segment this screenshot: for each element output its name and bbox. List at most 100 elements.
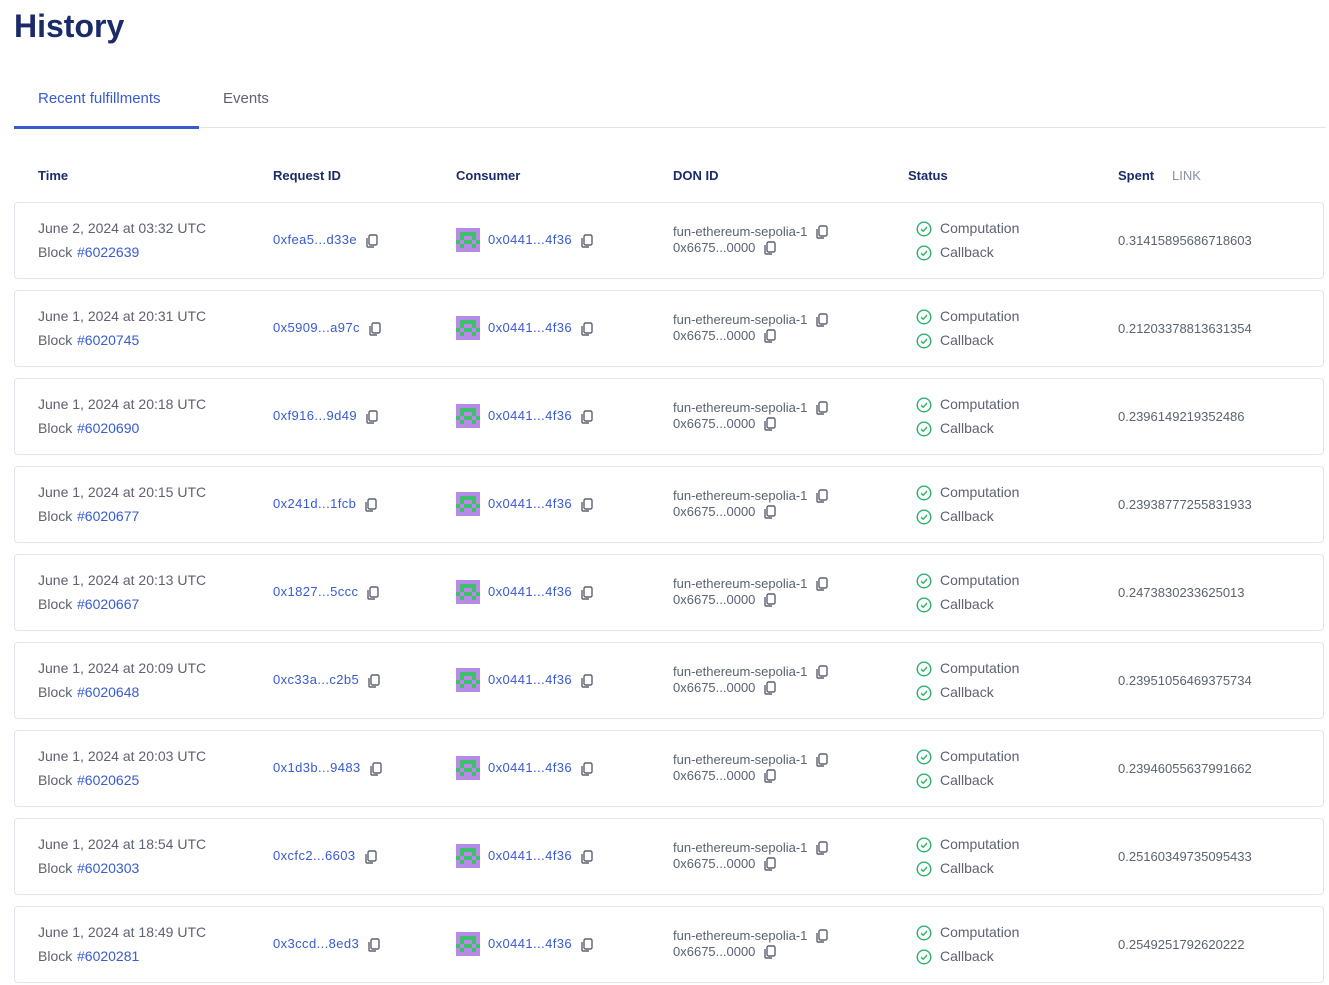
copy-button[interactable] <box>580 586 594 600</box>
copy-glyph <box>816 577 828 591</box>
avatar-pixel <box>476 768 480 772</box>
avatar-pixel <box>472 684 476 688</box>
copy-button[interactable] <box>366 586 380 600</box>
table-row[interactable] <box>14 378 1324 455</box>
copy-button[interactable] <box>815 313 829 327</box>
copy-button[interactable] <box>580 762 594 776</box>
copy-glyph <box>816 401 828 415</box>
request-id[interactable]: 0x3ccd...8ed3 <box>273 936 360 951</box>
table-row[interactable] <box>14 730 1324 807</box>
table-row[interactable] <box>14 818 1324 895</box>
copy-button[interactable] <box>365 234 379 248</box>
consumer[interactable]: 0x0441...4f36 <box>488 408 572 423</box>
copy-back <box>764 685 772 695</box>
check-circle <box>916 661 932 677</box>
block-link[interactable]: #6022639 <box>77 244 140 260</box>
spent: 0.2473830233625013 <box>1118 585 1245 600</box>
copy-button[interactable] <box>763 417 777 431</box>
copy-button[interactable] <box>368 322 382 336</box>
request-id[interactable]: 0x1d3b...9483 <box>273 760 361 775</box>
tab[interactable]: Events <box>223 90 269 107</box>
consumer[interactable]: 0x0441...4f36 <box>488 672 572 687</box>
don-address: 0x6675...0000 <box>673 944 756 959</box>
block-link[interactable]: #6020625 <box>77 772 140 788</box>
request-id[interactable]: 0xcfc2...6603 <box>273 848 356 863</box>
copy-button[interactable] <box>364 498 378 512</box>
status-icon <box>916 245 932 261</box>
block-link[interactable]: #6020745 <box>77 332 140 348</box>
copy-button[interactable] <box>580 850 594 864</box>
request-id[interactable]: 0xfea5...d33e <box>273 232 357 247</box>
copy-button[interactable] <box>580 410 594 424</box>
avatar-pixel <box>460 584 464 588</box>
copy-front <box>766 505 776 517</box>
copy-button[interactable] <box>369 762 383 776</box>
copy-button[interactable] <box>763 593 777 607</box>
consumer[interactable]: 0x0441...4f36 <box>488 848 572 863</box>
check-mark <box>920 226 928 233</box>
copy-button[interactable] <box>763 505 777 519</box>
consumer[interactable]: 0x0441...4f36 <box>488 232 572 247</box>
table-row[interactable] <box>14 642 1324 719</box>
copy-button[interactable] <box>580 674 594 688</box>
block-link[interactable]: #6020281 <box>77 948 140 964</box>
check-circle <box>916 949 932 965</box>
consumer[interactable]: 0x0441...4f36 <box>488 320 572 335</box>
copy-button[interactable] <box>580 234 594 248</box>
avatar-pixel <box>456 240 460 244</box>
copy-button[interactable] <box>763 241 777 255</box>
copy-button[interactable] <box>815 929 829 943</box>
consumer[interactable]: 0x0441...4f36 <box>488 936 572 951</box>
request-id[interactable]: 0x1827...5ccc <box>273 584 359 599</box>
copy-button[interactable] <box>815 489 829 503</box>
copy-button[interactable] <box>815 401 829 415</box>
block-link[interactable]: #6020667 <box>77 596 140 612</box>
avatar-pixel <box>464 848 468 852</box>
check-mark <box>920 490 928 497</box>
block-link[interactable]: #6020677 <box>77 508 140 524</box>
copy-button[interactable] <box>815 577 829 591</box>
copy-button[interactable] <box>580 498 594 512</box>
consumer[interactable]: 0x0441...4f36 <box>488 584 572 599</box>
copy-button[interactable] <box>763 857 777 871</box>
table-row[interactable] <box>14 554 1324 631</box>
status-icon <box>916 397 932 413</box>
tab[interactable]: Recent fulfillments <box>38 90 161 107</box>
avatar-pixel <box>468 768 472 772</box>
check-circle <box>916 221 932 237</box>
copy-button[interactable] <box>815 841 829 855</box>
copy-button[interactable] <box>763 681 777 695</box>
copy-button[interactable] <box>815 665 829 679</box>
copy-button[interactable] <box>364 850 378 864</box>
copy-button[interactable] <box>763 769 777 783</box>
copy-button[interactable] <box>367 674 381 688</box>
block-label: Block <box>38 860 73 876</box>
don-name: fun-ethereum-sepolia-1 <box>673 576 808 591</box>
copy-button[interactable] <box>763 329 777 343</box>
table-row[interactable] <box>14 906 1324 983</box>
request-id[interactable]: 0x5909...a97c <box>273 320 360 335</box>
block-link[interactable]: #6020303 <box>77 860 140 876</box>
request-id[interactable]: 0x241d...1fcb <box>273 496 357 511</box>
copy-button[interactable] <box>815 225 829 239</box>
consumer[interactable]: 0x0441...4f36 <box>488 496 572 511</box>
status-icon <box>916 773 932 789</box>
copy-button[interactable] <box>365 410 379 424</box>
copy-button[interactable] <box>763 945 777 959</box>
check-mark <box>920 250 928 257</box>
request-id[interactable]: 0xc33a...c2b5 <box>273 672 360 687</box>
copy-button[interactable] <box>367 938 381 952</box>
request-id[interactable]: 0xf916...9d49 <box>273 408 357 423</box>
copy-button[interactable] <box>815 753 829 767</box>
avatar-pixel <box>460 236 464 240</box>
copy-button[interactable] <box>580 938 594 952</box>
block-link[interactable]: #6020648 <box>77 684 140 700</box>
table-row[interactable] <box>14 466 1324 543</box>
table-row[interactable] <box>14 202 1324 279</box>
consumer[interactable]: 0x0441...4f36 <box>488 760 572 775</box>
avatar-pixel <box>460 852 464 856</box>
avatar-pixel <box>472 496 476 500</box>
table-row[interactable] <box>14 290 1324 367</box>
block-link[interactable]: #6020690 <box>77 420 140 436</box>
copy-button[interactable] <box>580 322 594 336</box>
